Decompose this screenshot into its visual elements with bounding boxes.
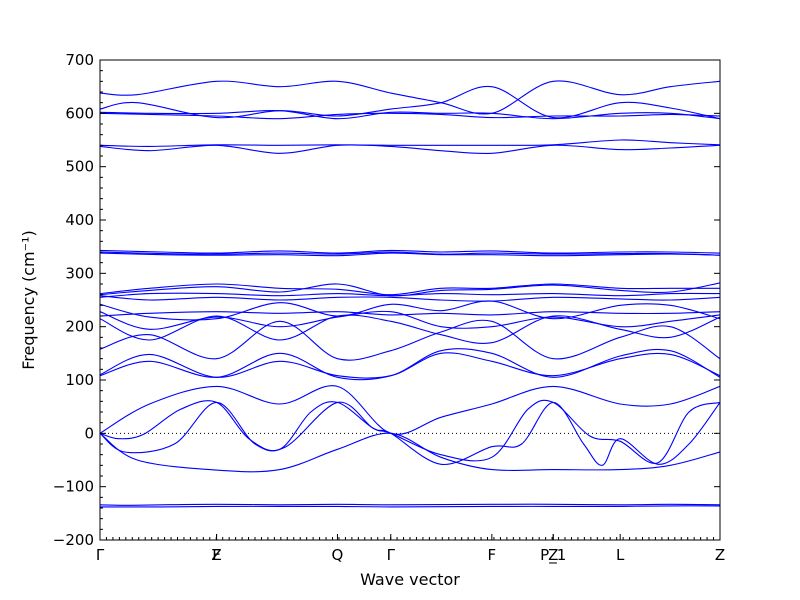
x-axis-label: Wave vector [360,570,460,589]
y-tick-label: 400 [65,211,94,229]
band-line-15 [100,292,720,298]
band-line-22 [100,139,720,147]
band-line-11 [100,310,720,330]
band-line-24 [100,109,720,120]
plot-area [100,60,720,540]
plot-frame [99,59,721,541]
x-tick-label: Z [715,546,725,564]
x-tick-label: F [488,546,497,564]
x-tick-label: Q [332,546,344,564]
band-line-23 [100,112,720,120]
y-tick-label: 300 [65,264,94,282]
band-line-13 [100,295,720,302]
x-tick-label: L [616,546,625,564]
band-line-25 [100,85,720,120]
band-line-10 [100,314,720,344]
band-line-16 [100,283,720,296]
series-layer [100,80,720,508]
x-tick-label: Z [548,546,558,564]
band-line-14 [100,282,720,297]
band-line-19 [100,251,720,256]
band-line-3 [100,399,720,464]
band-line-9 [100,319,720,361]
x-tick-label: P_1 [540,546,566,565]
band-line-18 [100,249,720,254]
y-tick-label: 100 [65,371,94,389]
band-line-1 [100,432,720,473]
x-tick-label: F [212,546,221,564]
y-tick-label: −200 [53,531,94,549]
y-tick-label: 600 [65,104,94,122]
band-line-4 [100,385,720,435]
band-line-20 [100,252,720,257]
x-tick-label: Γ [387,546,396,564]
x-tick-label: Z [211,546,221,564]
y-tick-label: −100 [53,478,94,496]
y-tick-label: 500 [65,158,94,176]
y-tick-label: 700 [65,51,94,69]
band-line-5 [100,505,720,508]
band-line-12 [100,300,720,321]
band-line-7 [100,348,720,381]
y-axis-ticks: −200 −100 0 100 200 300 400 500 600 700 [53,51,720,549]
band-line-17 [100,311,720,317]
x-tick-label: Γ [96,546,105,564]
band-line-26 [100,80,720,115]
y-tick-label: 0 [84,424,94,442]
band-line-6 [100,503,720,506]
band-line-8 [100,352,720,379]
y-axis-label: Frequency (cm⁻¹) [19,230,38,369]
y-tick-label: 200 [65,318,94,336]
